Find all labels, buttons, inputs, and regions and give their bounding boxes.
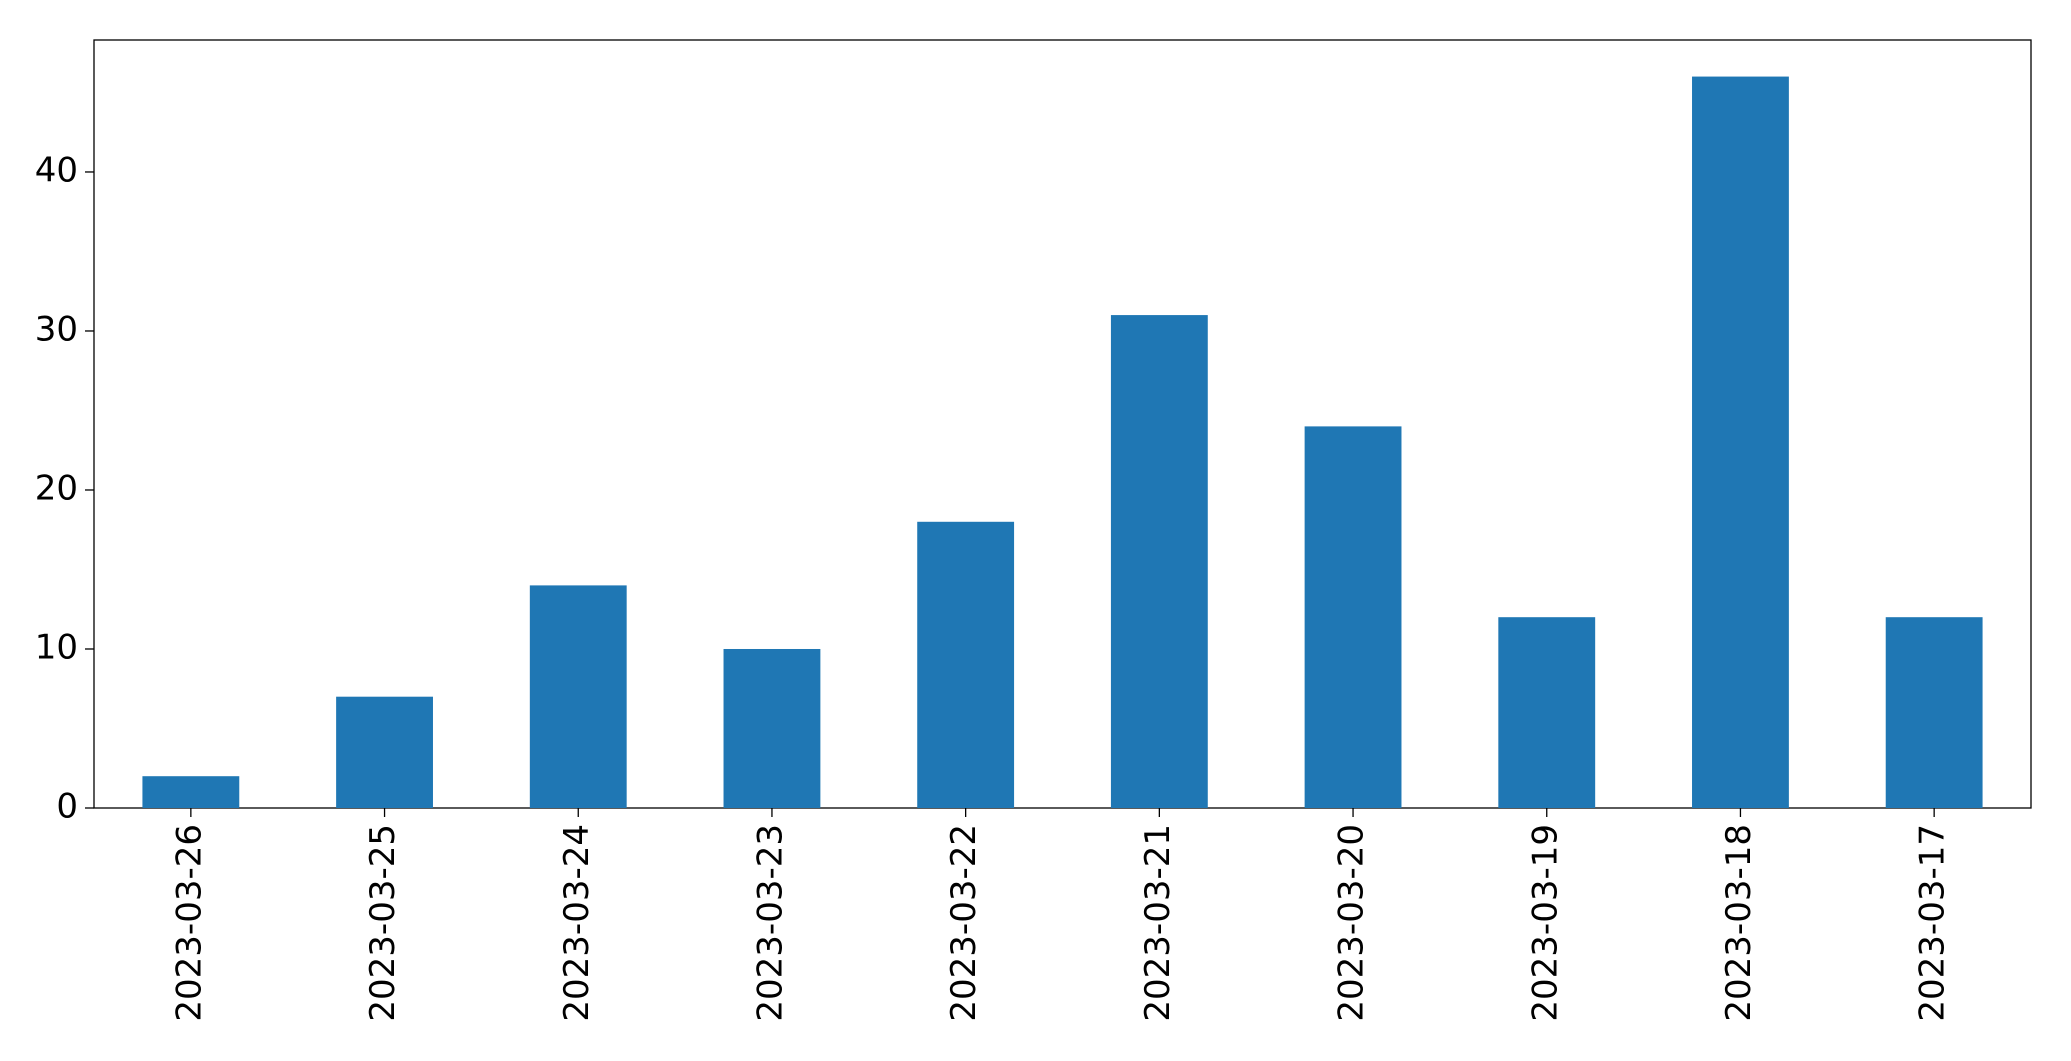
bar — [142, 776, 240, 808]
bar — [1304, 426, 1402, 808]
x-tick-label: 2023-03-26 — [169, 824, 209, 1022]
x-tick-label: 2023-03-20 — [1332, 824, 1372, 1022]
x-tick-label: 2023-03-25 — [363, 824, 403, 1022]
y-tick-label: 20 — [35, 468, 78, 508]
x-tick-label: 2023-03-24 — [557, 824, 597, 1022]
x-tick-label: 2023-03-19 — [1525, 824, 1565, 1022]
bar — [1110, 315, 1208, 808]
bar — [1498, 617, 1596, 808]
x-tick-label: 2023-03-23 — [750, 824, 790, 1022]
bar — [1885, 617, 1983, 808]
x-tick-label: 2023-03-22 — [944, 824, 984, 1022]
y-tick-label: 30 — [35, 309, 78, 349]
y-tick-label: 40 — [35, 150, 78, 190]
bar — [917, 521, 1015, 808]
y-tick-label: 0 — [56, 787, 78, 827]
bar — [1692, 76, 1789, 809]
x-tick-label: 2023-03-21 — [1138, 824, 1178, 1022]
y-tick-label: 10 — [35, 627, 78, 667]
bar — [723, 648, 821, 808]
bar — [529, 585, 627, 808]
plot-frame — [93, 39, 2032, 809]
bar — [336, 696, 433, 808]
x-tick-label: 2023-03-18 — [1719, 824, 1759, 1022]
x-tick-label: 2023-03-17 — [1913, 824, 1953, 1022]
